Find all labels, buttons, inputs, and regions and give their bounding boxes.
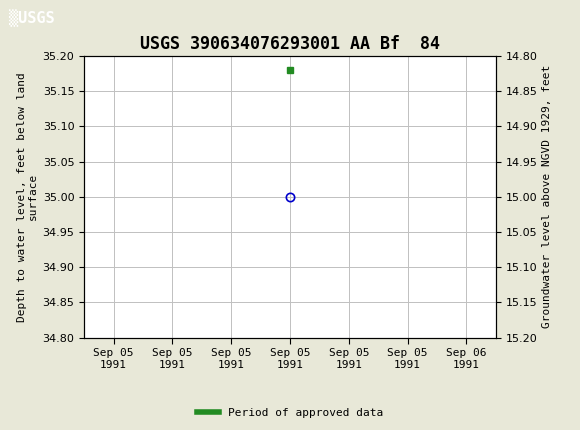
Title: USGS 390634076293001 AA Bf  84: USGS 390634076293001 AA Bf 84 (140, 35, 440, 53)
Text: ▒USGS: ▒USGS (9, 9, 55, 27)
Legend: Period of approved data: Period of approved data (193, 403, 387, 422)
Y-axis label: Groundwater level above NGVD 1929, feet: Groundwater level above NGVD 1929, feet (542, 65, 552, 329)
Y-axis label: Depth to water level, feet below land
surface: Depth to water level, feet below land su… (17, 72, 38, 322)
